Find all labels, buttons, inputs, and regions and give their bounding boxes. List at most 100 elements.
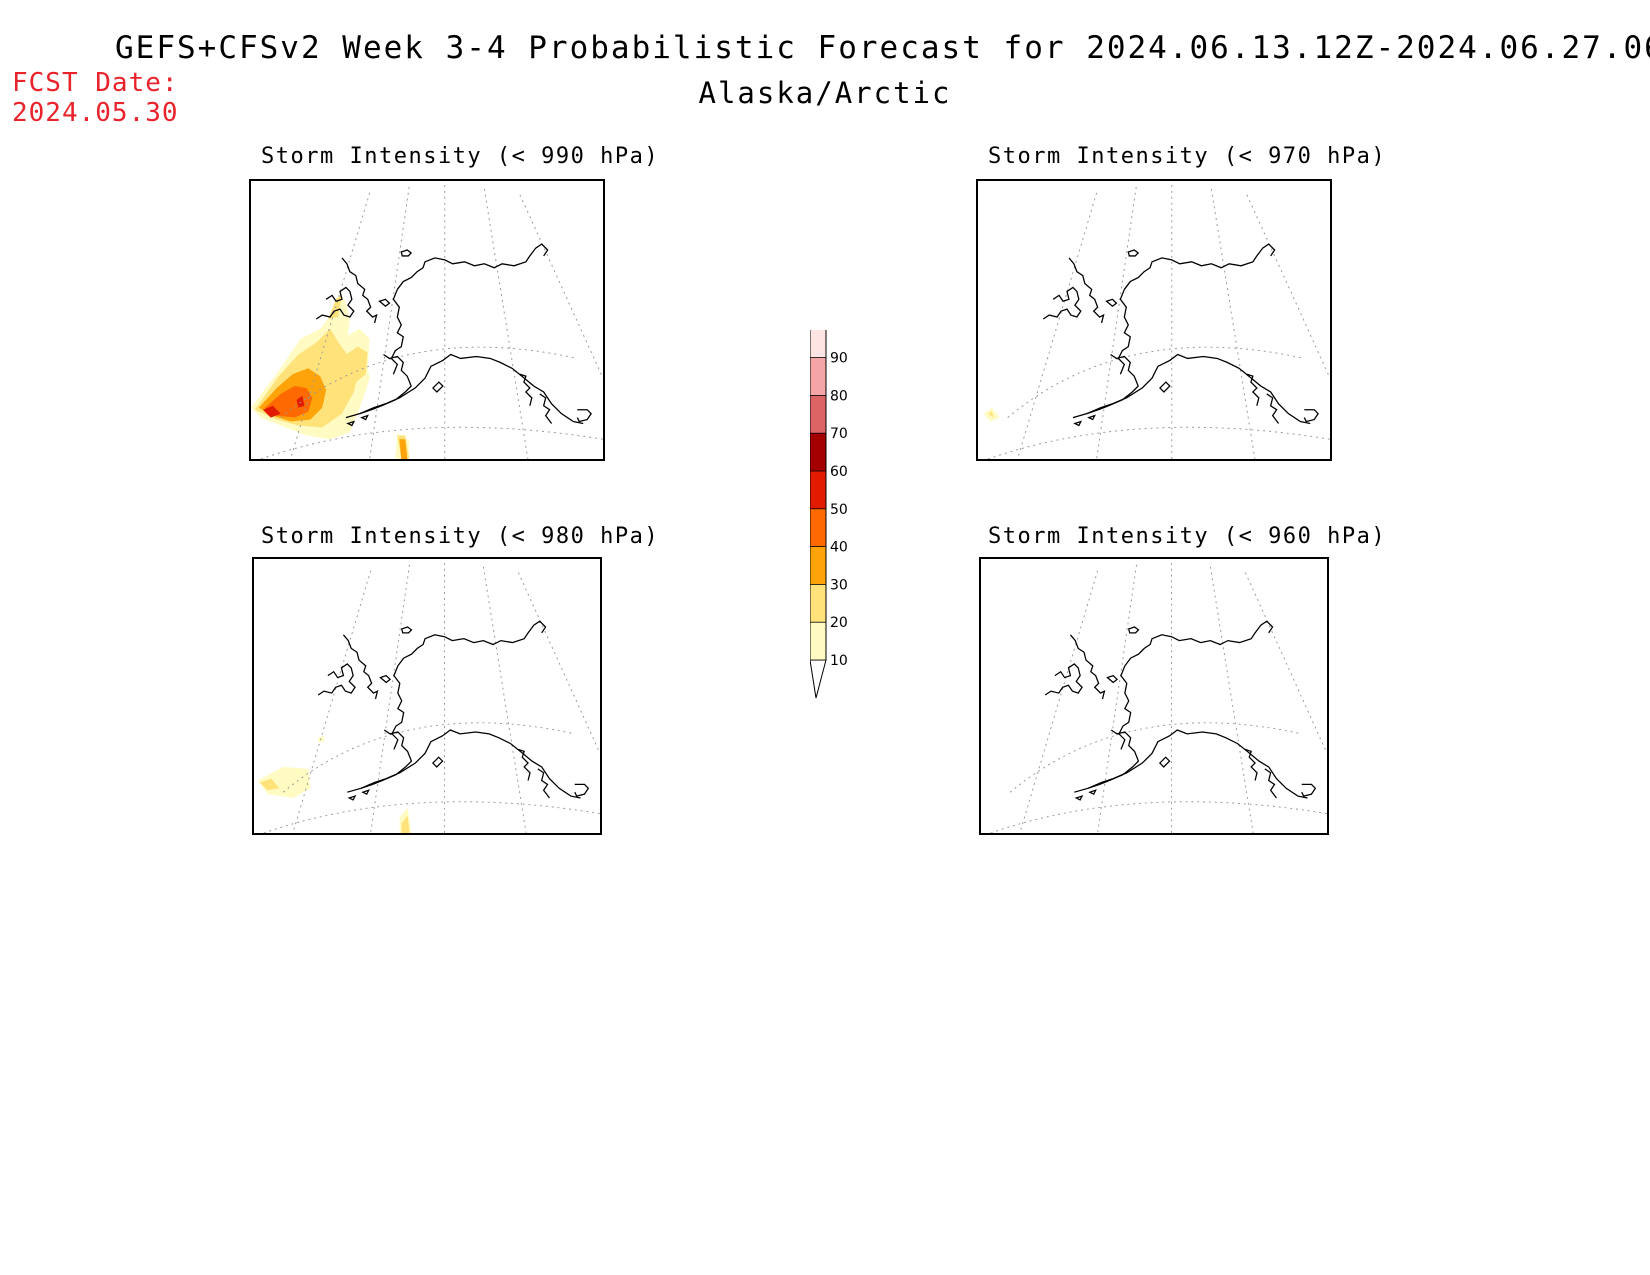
coastline-segment xyxy=(537,768,550,799)
panel-title-990: Storm Intensity (< 990 hPa) xyxy=(261,144,660,169)
coastline-segment xyxy=(1124,620,1274,667)
graticule-line xyxy=(292,570,372,833)
coastline-segment xyxy=(1088,789,1097,795)
map-svg xyxy=(983,184,1330,459)
coastline xyxy=(1042,243,1319,427)
coastline-segment xyxy=(345,353,584,425)
colorbar-tick-label: 20 xyxy=(830,615,848,631)
probability-contour xyxy=(262,405,281,418)
coastline-segment xyxy=(1159,381,1171,393)
map-svg xyxy=(990,562,1327,833)
graticule-line xyxy=(290,192,371,459)
probability-contour xyxy=(399,439,408,459)
coastline-segment xyxy=(574,783,590,797)
graticule-line xyxy=(370,564,410,833)
colorbar-bin xyxy=(810,395,826,434)
map-panel-980 xyxy=(252,557,602,835)
probability-contour xyxy=(259,778,280,791)
colorbar-bin xyxy=(810,546,826,585)
colorbar-tick-label: 30 xyxy=(830,577,848,593)
coastline-segment xyxy=(518,748,531,781)
coastline-segment xyxy=(1042,286,1082,320)
graticule-line xyxy=(282,722,575,793)
probability-contour xyxy=(987,411,994,418)
colorbar-tick-label: 10 xyxy=(830,653,848,669)
graticule-line xyxy=(1244,572,1327,754)
coastline-segment xyxy=(1044,663,1083,696)
graticule-line xyxy=(1246,194,1330,379)
graticule-line xyxy=(1009,722,1302,793)
graticule-line xyxy=(990,801,1327,833)
map-panel-990 xyxy=(249,179,605,461)
coastline xyxy=(317,620,590,801)
map-panel-960 xyxy=(979,557,1329,835)
coastline-segment xyxy=(315,286,355,320)
forecast-date-block: FCST Date: 2024.05.30 xyxy=(12,68,179,128)
probability-shading xyxy=(983,407,1000,422)
colorbar-lower-extension xyxy=(810,659,827,699)
graticule-line xyxy=(517,572,600,754)
colorbar-tick-label: 40 xyxy=(830,540,848,556)
colorbar-bin xyxy=(810,471,826,509)
coastline-segment xyxy=(347,794,357,801)
graticule-line xyxy=(1096,186,1137,459)
graticule-line xyxy=(483,188,529,459)
coastline-segment xyxy=(1087,414,1096,421)
graticule-line xyxy=(1019,570,1099,833)
region-subtitle: Alaska/Arctic xyxy=(698,76,952,110)
map-panel-970 xyxy=(976,179,1332,461)
coastline-segment xyxy=(1086,353,1139,415)
graticule-line xyxy=(280,346,578,418)
coastline-segment xyxy=(346,420,356,427)
coastline-segment xyxy=(1303,409,1319,423)
graticule-line xyxy=(1017,192,1098,459)
graticule-line xyxy=(263,801,600,833)
graticule-line xyxy=(260,426,603,459)
coastline-segment xyxy=(519,373,533,406)
graticule-line xyxy=(369,186,410,459)
coastline-segment xyxy=(1074,729,1308,799)
colorbar-bin xyxy=(810,433,826,471)
coastline-segment xyxy=(359,353,412,415)
coastline-segment xyxy=(1158,756,1171,768)
colorbar-tick-label: 50 xyxy=(830,502,848,518)
coastline-segment xyxy=(379,674,392,684)
probability-shading xyxy=(251,294,410,459)
coastline-segment xyxy=(400,626,413,634)
colorbar-bin xyxy=(810,508,826,547)
coastline-segment xyxy=(391,665,405,750)
figure-title: GEFS+CFSv2 Week 3-4 Probabilistic Foreca… xyxy=(115,30,1650,66)
colorbar-bin xyxy=(810,330,826,358)
colorbar-outline xyxy=(810,330,827,660)
colorbar-tick-label: 90 xyxy=(830,351,848,367)
coastline-segment xyxy=(1072,353,1311,425)
colorbar-bin xyxy=(810,622,826,660)
coastline-segment xyxy=(396,243,549,290)
coastline-segment xyxy=(1301,783,1317,797)
coastline-segment xyxy=(361,789,370,795)
coastline-segment xyxy=(341,257,378,324)
graticule xyxy=(987,184,1330,459)
coastline-segment xyxy=(347,729,581,799)
coastline-segment xyxy=(360,414,369,421)
coastline-segment xyxy=(1118,665,1132,750)
coastline-segment xyxy=(1068,257,1105,324)
coastline-segment xyxy=(400,249,413,257)
coastline-segment xyxy=(1106,674,1119,684)
fcst-date-label: FCST Date: xyxy=(12,68,179,98)
coastline-segment xyxy=(360,729,413,789)
map-svg xyxy=(257,562,600,833)
coastline-segment xyxy=(1123,243,1276,290)
coastline-segment xyxy=(1074,794,1084,801)
graticule-line xyxy=(519,194,603,379)
coastline-segment xyxy=(1073,420,1083,427)
panel-title-970: Storm Intensity (< 970 hPa) xyxy=(988,144,1387,169)
probability-contour xyxy=(345,346,368,385)
probability-shading xyxy=(257,735,412,833)
coastline-segment xyxy=(1105,298,1118,308)
graticule-line xyxy=(1209,566,1254,833)
coastline-segment xyxy=(317,663,356,696)
graticule-line xyxy=(987,426,1330,459)
coastline-segment xyxy=(1069,634,1106,700)
colorbar-tick-label: 70 xyxy=(830,426,848,442)
